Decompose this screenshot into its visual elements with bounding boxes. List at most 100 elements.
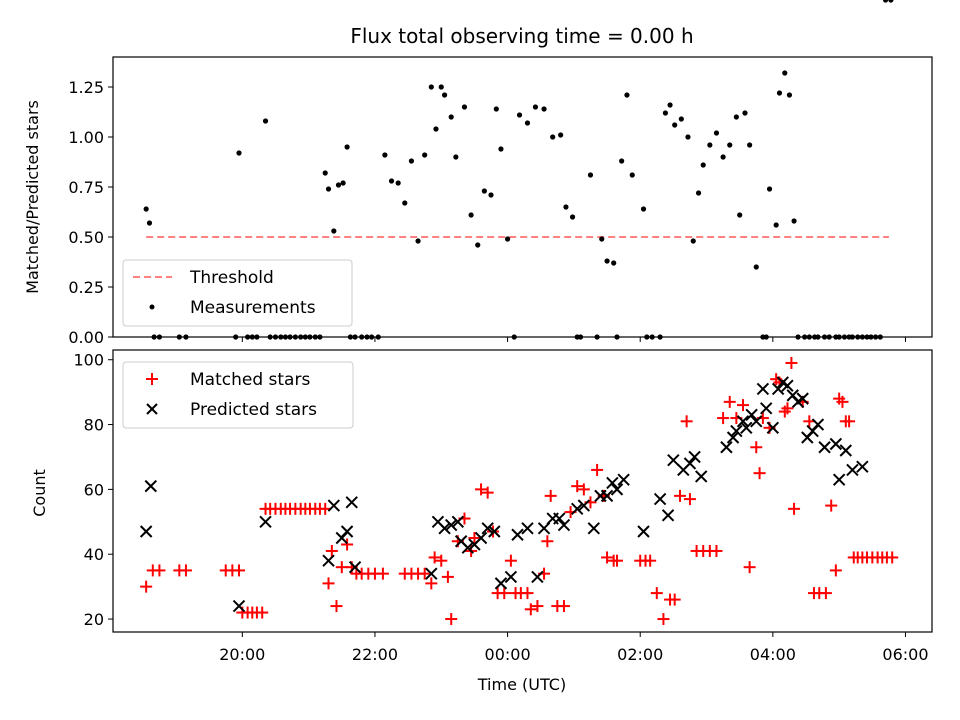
matched-star-point	[591, 463, 604, 476]
measurement-point	[624, 92, 630, 98]
matched-star-point	[781, 402, 794, 415]
time-x-axis-label: Time (UTC)	[477, 675, 566, 694]
predicted-star-point	[425, 567, 438, 580]
measurement-point	[448, 114, 454, 120]
predicted-stars-layer	[139, 376, 869, 613]
predicted-star-point	[811, 418, 825, 431]
matched-star-point	[674, 489, 686, 502]
matched-star-point	[341, 538, 354, 551]
measurement-point	[737, 212, 743, 218]
measurement-point	[331, 228, 337, 234]
predicted-star-point	[504, 570, 518, 584]
measurement-point	[791, 218, 797, 224]
measurement-point	[685, 134, 691, 140]
measurement-point	[524, 120, 531, 126]
measurement-point	[481, 188, 487, 194]
matched-star-point	[322, 577, 335, 590]
count-y-tick-label: 80	[84, 416, 104, 435]
matched-legend-marker	[146, 373, 158, 385]
ratio-y-axis-label: Matched/Predicted stars	[23, 100, 42, 294]
count-legend: Matched stars Predicted stars	[122, 361, 354, 429]
predicted-star-point	[726, 431, 740, 444]
predicted-star-point	[322, 554, 335, 567]
predicted-star-point	[232, 599, 246, 613]
matched-star-point	[710, 544, 723, 557]
measurement-point	[629, 172, 635, 178]
measurements-legend-label: Measurements	[190, 298, 316, 318]
measurement-point	[619, 158, 625, 164]
measurement-point	[733, 114, 739, 120]
predicted-star-point	[340, 525, 354, 538]
measurement-point	[888, 0, 894, 3]
matched-star-point	[788, 502, 801, 515]
predicted-star-point	[521, 522, 534, 535]
predicted-star-point	[771, 382, 785, 396]
measurement-point	[587, 172, 594, 178]
matched-star-point	[544, 489, 557, 502]
predicted-star-point	[481, 522, 494, 535]
predicted-star-point	[750, 415, 763, 428]
matched-star-point	[498, 587, 511, 600]
matched-star-point	[425, 577, 438, 590]
measurement-point	[882, 0, 889, 3]
measurement-point	[541, 106, 547, 112]
predicted-star-point	[571, 502, 584, 516]
predicted-star-point	[587, 522, 600, 535]
measurement-point	[441, 92, 448, 98]
ratio-legend-box	[122, 259, 353, 327]
ratio-x-axis-ticks	[241, 337, 906, 342]
predicted-star-point	[617, 473, 630, 486]
predicted-star-point	[606, 476, 619, 490]
matched-star-point	[140, 580, 153, 593]
matched-star-point	[668, 593, 681, 606]
measurement-point	[402, 200, 408, 206]
measurement-point	[558, 132, 564, 138]
measurement-point	[468, 212, 474, 218]
measurement-point	[700, 162, 706, 168]
matched-star-point	[179, 564, 192, 577]
matched-star-point	[717, 412, 730, 425]
count-x-tick-label: 22:00	[352, 645, 398, 664]
predicted-legend-marker	[146, 403, 158, 415]
count-x-tick-label: 04:00	[750, 645, 796, 664]
measurement-point	[599, 236, 605, 242]
predicted-star-point	[537, 522, 551, 535]
matched-star-point	[445, 613, 458, 626]
measurement-point	[786, 92, 793, 98]
count-x-tick-label: 20:00	[219, 645, 265, 664]
count-x-axis-ticks: 20:00 22:00 00:00 02:00 04:00 06:00	[219, 632, 929, 664]
measurement-point	[516, 112, 523, 118]
measurement-point	[388, 178, 395, 184]
matched-star-point	[481, 486, 494, 499]
predicted-star-point	[445, 518, 458, 532]
measurement-point	[742, 110, 748, 116]
predicted-star-point	[756, 382, 770, 396]
predicted-star-point	[736, 415, 750, 428]
predicted-star-point	[829, 437, 843, 451]
measurement-point	[433, 126, 439, 132]
measurement-point	[611, 260, 617, 266]
predicted-star-point	[494, 577, 508, 590]
ratio-y-tick-label: 1.00	[68, 128, 104, 147]
ratio-y-axis-ticks: 0.00 0.25 0.50 0.75 1.00 1.25	[68, 78, 113, 347]
measurements-legend-marker	[149, 304, 155, 310]
matched-star-point	[737, 399, 749, 412]
predicted-star-point	[474, 531, 488, 545]
predicted-star-point	[856, 460, 869, 473]
predicted-star-point	[327, 499, 341, 512]
predicted-star-point	[653, 492, 667, 506]
matched-star-point	[886, 551, 899, 564]
matched-star-point	[611, 554, 623, 567]
threshold-legend-label: Threshold	[189, 268, 274, 288]
matched-star-point	[843, 415, 856, 428]
measurement-point	[532, 104, 539, 110]
measurement-point	[340, 180, 346, 186]
ratio-plot-frame	[112, 56, 933, 338]
measurement-point	[727, 142, 733, 148]
measurement-point	[690, 238, 696, 244]
measurement-point	[395, 180, 401, 186]
matched-legend-label: Matched stars	[190, 370, 310, 390]
count-y-tick-label: 40	[84, 545, 104, 564]
measurement-point	[604, 258, 610, 264]
